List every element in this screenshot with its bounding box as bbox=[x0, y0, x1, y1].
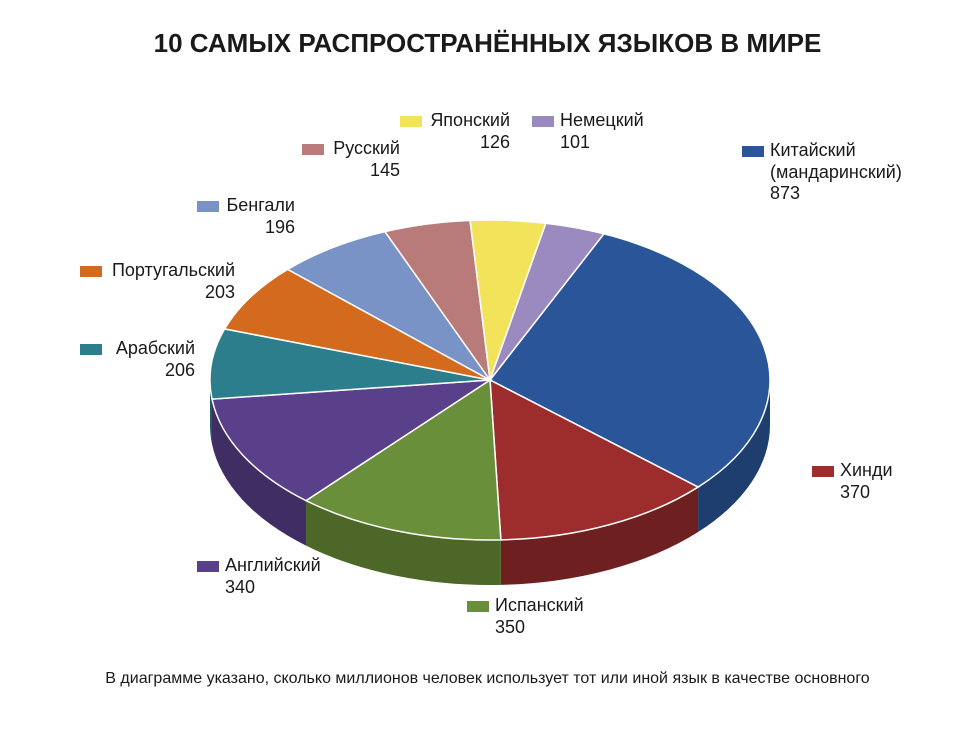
pie-chart-3d: Китайский (мандаринский) 873 Хинди 370 Исп… bbox=[0, 0, 975, 731]
legend-swatch bbox=[400, 116, 422, 127]
legend-swatch bbox=[80, 344, 102, 355]
slice-label: Арабский 206 bbox=[116, 338, 195, 381]
slice-label: Бенгали 196 bbox=[226, 195, 295, 238]
legend-swatch bbox=[742, 146, 764, 157]
slice-label: Испанский 350 bbox=[495, 595, 584, 638]
slice-label: Китайский (мандаринский) 873 bbox=[770, 140, 902, 205]
slice-label: Английский 340 bbox=[225, 555, 321, 598]
legend-swatch bbox=[532, 116, 554, 127]
legend-swatch bbox=[302, 144, 324, 155]
slice-label: Немецкий 101 bbox=[560, 110, 644, 153]
slice-label: Португальский 203 bbox=[112, 260, 235, 303]
legend-swatch bbox=[197, 561, 219, 572]
legend-swatch bbox=[80, 266, 102, 277]
slice-label: Русский 145 bbox=[333, 138, 400, 181]
legend-swatch bbox=[812, 466, 834, 477]
legend-swatch bbox=[467, 601, 489, 612]
slice-label: Японский 126 bbox=[430, 110, 510, 153]
legend-swatch bbox=[197, 201, 219, 212]
slice-label: Хинди 370 bbox=[840, 460, 893, 503]
